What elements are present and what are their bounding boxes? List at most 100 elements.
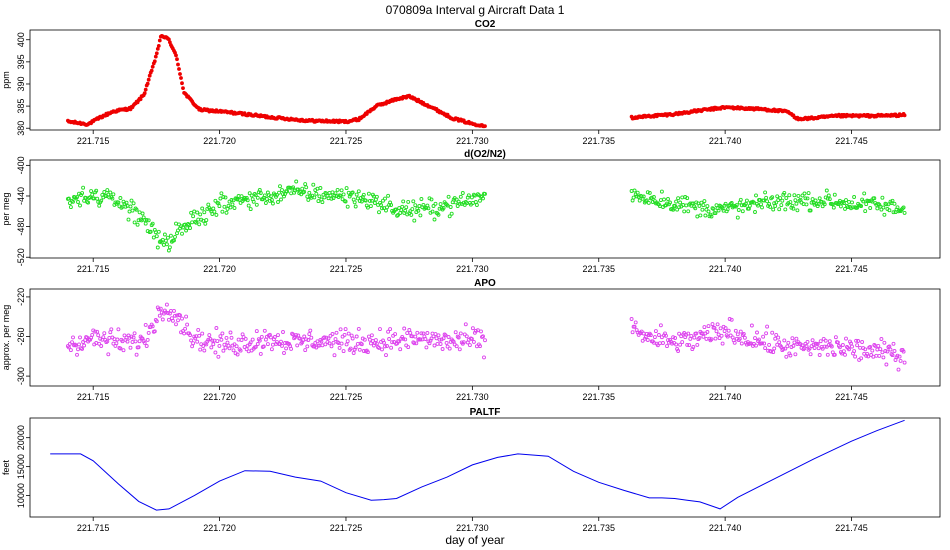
data-point xyxy=(892,201,897,206)
data-point xyxy=(178,72,182,76)
data-point xyxy=(852,195,857,199)
x-tick-label: 221.735 xyxy=(582,523,615,533)
data-point xyxy=(827,339,832,344)
data-point xyxy=(648,333,653,338)
data-point xyxy=(792,340,797,345)
panel-title: CO2 xyxy=(475,19,496,30)
data-point xyxy=(178,313,182,318)
data-point xyxy=(82,343,87,348)
data-point xyxy=(429,197,434,202)
data-point xyxy=(446,335,451,339)
data-point xyxy=(341,192,346,197)
data-point xyxy=(413,334,418,339)
x-tick-label: 221.745 xyxy=(835,264,868,274)
data-point xyxy=(463,322,468,327)
data-point xyxy=(884,202,889,207)
data-point xyxy=(93,329,98,334)
data-point xyxy=(902,210,907,215)
data-point xyxy=(412,218,417,223)
y-tick-label: 20000 xyxy=(16,425,26,450)
data-point xyxy=(354,334,359,339)
data-point xyxy=(351,351,356,355)
data-point xyxy=(850,344,854,349)
data-point xyxy=(330,190,335,195)
data-point xyxy=(674,342,679,347)
data-point xyxy=(794,336,799,341)
data-point xyxy=(145,81,150,86)
data-point xyxy=(469,195,474,200)
data-point xyxy=(131,201,136,206)
data-point xyxy=(195,210,200,215)
data-point xyxy=(164,302,169,307)
data-point xyxy=(423,337,428,341)
data-point xyxy=(166,248,171,253)
data-point xyxy=(172,238,176,243)
data-point xyxy=(767,342,772,347)
data-point xyxy=(743,201,748,206)
data-point xyxy=(160,317,165,322)
data-point xyxy=(144,344,149,348)
data-point xyxy=(317,194,322,199)
data-point xyxy=(884,362,889,367)
data-point xyxy=(147,73,152,78)
data-point xyxy=(343,199,348,204)
data-point xyxy=(232,342,237,347)
data-point xyxy=(864,202,869,207)
data-point xyxy=(702,325,707,330)
data-point xyxy=(839,351,844,356)
data-point xyxy=(198,212,203,217)
x-tick-label: 221.735 xyxy=(582,264,615,274)
data-point xyxy=(305,344,310,349)
data-point xyxy=(88,195,93,200)
data-point xyxy=(410,207,415,212)
data-point xyxy=(174,322,178,327)
data-point xyxy=(763,190,768,195)
figure-title: 070809a Interval g Aircraft Data 1 xyxy=(386,3,565,17)
data-point xyxy=(302,189,307,194)
data-point xyxy=(123,204,128,209)
data-point xyxy=(255,342,260,346)
data-point xyxy=(891,341,896,346)
data-point xyxy=(314,191,319,196)
data-point xyxy=(761,334,766,339)
data-point xyxy=(402,326,407,331)
data-point xyxy=(898,358,903,363)
data-point xyxy=(859,204,864,209)
data-point xyxy=(467,343,472,348)
data-point xyxy=(155,245,160,250)
data-point xyxy=(149,68,154,73)
data-point xyxy=(462,332,467,337)
data-point xyxy=(172,308,176,313)
data-point xyxy=(219,191,224,196)
data-point xyxy=(329,344,334,349)
data-point xyxy=(156,229,161,234)
data-point xyxy=(810,338,815,343)
data-point xyxy=(181,86,185,91)
data-point xyxy=(269,198,274,202)
data-point xyxy=(244,347,249,352)
x-tick-label: 221.720 xyxy=(203,523,236,533)
data-point xyxy=(734,203,739,208)
data-point xyxy=(645,338,650,342)
data-point xyxy=(142,217,147,222)
data-point xyxy=(438,202,443,207)
data-point xyxy=(150,221,155,226)
data-point xyxy=(706,209,711,214)
data-point xyxy=(445,344,450,349)
data-point xyxy=(804,202,809,207)
data-point xyxy=(194,220,199,225)
data-point xyxy=(385,205,389,210)
data-point xyxy=(419,331,424,336)
data-point xyxy=(695,342,700,347)
data-point xyxy=(320,200,325,205)
data-point xyxy=(684,203,689,208)
data-point xyxy=(878,347,883,352)
data-point xyxy=(222,342,227,347)
data-point xyxy=(78,335,82,340)
data-point xyxy=(190,344,195,349)
data-point xyxy=(891,210,896,215)
data-point xyxy=(729,317,734,322)
data-point xyxy=(792,193,797,198)
data-point xyxy=(234,344,239,349)
data-point xyxy=(860,340,865,344)
